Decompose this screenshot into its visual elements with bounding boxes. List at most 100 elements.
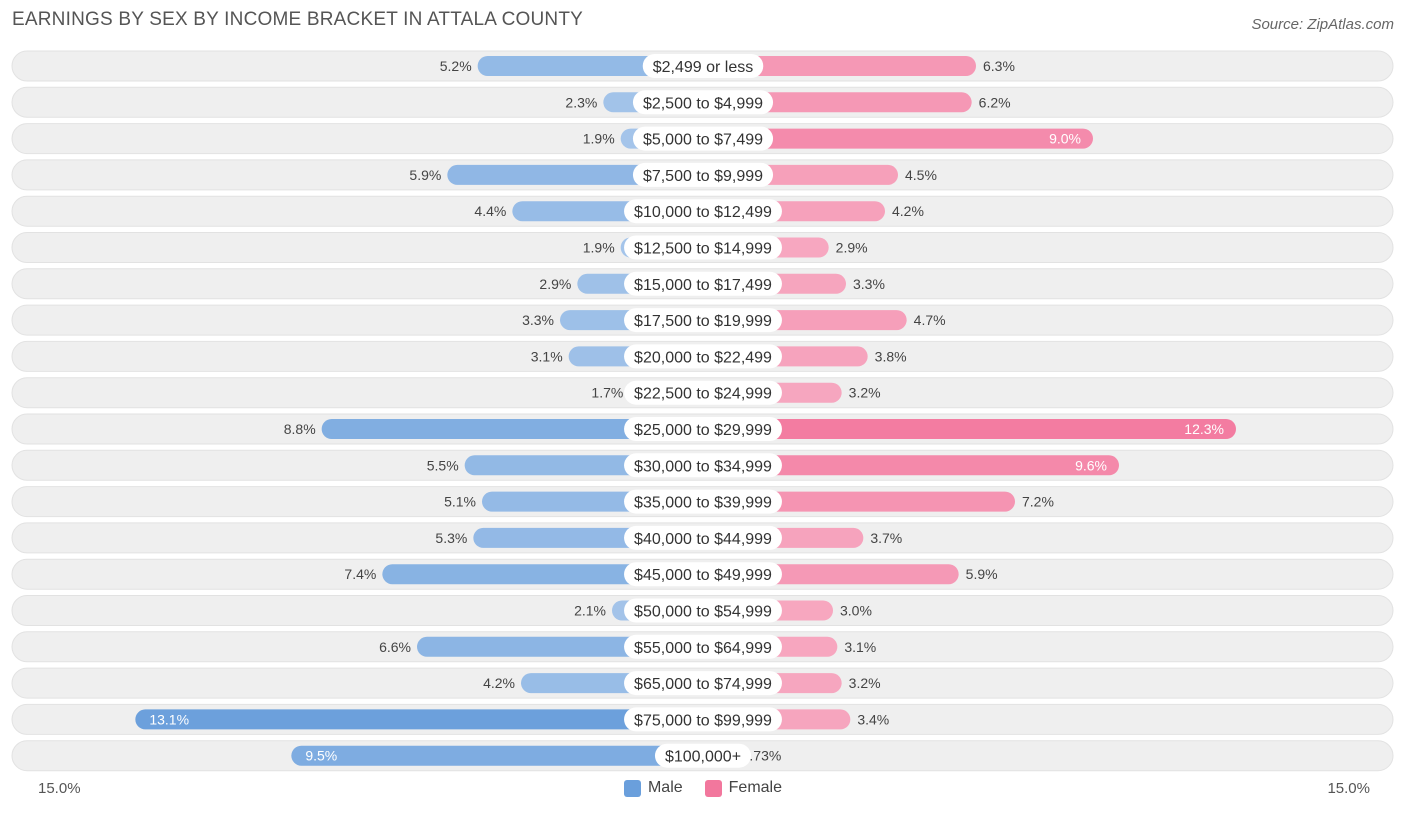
male-value-label: 6.6%: [379, 639, 411, 655]
category-pill: [632, 90, 774, 115]
category-pill: [642, 54, 764, 78]
category-label: $15,000 to $17,499: [634, 277, 772, 294]
source-attribution: Source: ZipAtlas.com: [1251, 16, 1394, 33]
female-value-label: 9.0%: [1049, 131, 1081, 147]
legend-item-female: Female: [704, 779, 783, 797]
male-value-label: 2.1%: [574, 603, 606, 619]
female-value-label: 2.9%: [836, 240, 868, 256]
male-value-label: 1.9%: [583, 131, 615, 147]
category-pill: [624, 562, 782, 587]
female-value-label: 3.2%: [849, 675, 881, 691]
legend-swatch-female: [704, 779, 722, 797]
category-pill: [624, 235, 782, 260]
female-value-label: 3.2%: [849, 385, 881, 401]
category-pill: [624, 598, 782, 623]
category-label: $22,500 to $24,999: [634, 386, 772, 403]
female-bar: [703, 128, 1093, 149]
category-pill: [624, 489, 782, 514]
category-label: $12,500 to $14,999: [634, 241, 772, 258]
category-pill: [624, 634, 782, 659]
male-bar: [321, 419, 703, 439]
category-pill: [624, 380, 782, 405]
category-label: $100,000+: [665, 749, 741, 766]
male-bar: [135, 709, 704, 730]
category-pill: [632, 126, 774, 151]
male-value-label: 2.3%: [565, 94, 597, 110]
male-value-label: 2.9%: [539, 276, 571, 292]
male-value-label: 4.4%: [474, 203, 506, 219]
category-label: $65,000 to $74,999: [634, 676, 772, 693]
male-value-label: 3.1%: [531, 348, 563, 364]
female-value-label: 9.6%: [1075, 457, 1107, 473]
category-label: $2,499 or less: [653, 59, 754, 76]
male-value-label: 4.2%: [483, 675, 515, 691]
male-value-label: 1.9%: [583, 240, 615, 256]
category-pill: [624, 417, 782, 441]
axis-label-right: 15.0%: [1327, 780, 1370, 797]
female-bar: [703, 455, 1119, 476]
female-bar: [703, 419, 1236, 439]
male-value-label: 7.4%: [344, 566, 376, 582]
female-value-label: 6.2%: [979, 94, 1011, 110]
legend-swatch-male: [623, 779, 641, 797]
legend-label-male: Male: [647, 779, 683, 796]
bar-chart: 5.2% 6.3% $2,499 or less 2.3% 6.2% $2,500 to …: [11, 50, 1394, 772]
male-value-label: 3.3%: [522, 312, 554, 328]
female-value-label: 3.8%: [875, 348, 907, 364]
female-value-label: 4.2%: [892, 203, 924, 219]
category-pill: [624, 199, 782, 224]
male-value-label: 5.1%: [444, 494, 476, 510]
female-value-label: 3.7%: [870, 530, 902, 546]
category-pill: [624, 707, 782, 732]
category-label: $17,500 to $19,999: [634, 313, 772, 330]
legend-item-male: Male: [623, 779, 683, 797]
female-value-label: 7.2%: [1022, 494, 1054, 510]
category-pill: [624, 671, 782, 696]
male-value-label: 1.7%: [591, 385, 623, 401]
female-value-label: 3.4%: [857, 711, 889, 727]
female-value-label: 4.7%: [914, 312, 946, 328]
axis-label-left: 15.0%: [38, 780, 81, 797]
category-pill: [654, 743, 752, 768]
female-value-label: 3.0%: [840, 603, 872, 619]
category-label: $20,000 to $22,499: [634, 349, 772, 366]
category-label: $40,000 to $44,999: [634, 531, 772, 548]
category-label: $50,000 to $54,999: [634, 604, 772, 621]
male-bar: [291, 745, 703, 766]
category-label: $55,000 to $64,999: [634, 640, 772, 657]
female-bar: [703, 56, 976, 76]
category-label: $45,000 to $49,999: [634, 567, 772, 584]
category-label: $7,500 to $9,999: [643, 168, 763, 185]
category-label: $2,500 to $4,999: [643, 95, 763, 112]
female-value-label: 4.5%: [905, 167, 937, 183]
male-value-label: 5.2%: [440, 58, 472, 74]
male-value-label: 9.5%: [305, 748, 337, 764]
male-bar: [382, 564, 703, 585]
legend-label-female: Female: [728, 779, 783, 796]
female-value-label: 0.73%: [742, 748, 782, 764]
legend: Male Female: [0, 779, 1406, 797]
category-label: $25,000 to $29,999: [634, 422, 772, 439]
category-pill: [624, 525, 782, 550]
category-pill: [624, 308, 782, 333]
male-value-label: 5.5%: [427, 457, 459, 473]
category-label: $30,000 to $34,999: [634, 458, 772, 475]
category-pill: [624, 271, 782, 296]
category-label: $5,000 to $7,499: [643, 132, 763, 149]
category-pill: [624, 453, 782, 478]
category-pill: [624, 344, 782, 369]
female-value-label: 3.3%: [853, 276, 885, 292]
female-value-label: 6.3%: [983, 58, 1015, 74]
female-value-label: 12.3%: [1184, 421, 1224, 437]
female-bar: [703, 491, 1015, 512]
category-pill: [632, 162, 774, 187]
category-label: $35,000 to $39,999: [634, 495, 772, 512]
female-value-label: 3.1%: [844, 639, 876, 655]
male-value-label: 5.9%: [409, 167, 441, 183]
male-value-label: 13.1%: [149, 711, 189, 727]
male-value-label: 5.3%: [435, 530, 467, 546]
category-label: $10,000 to $12,499: [634, 204, 772, 221]
category-label: $75,000 to $99,999: [634, 712, 772, 729]
female-value-label: 5.9%: [966, 566, 998, 582]
male-value-label: 8.8%: [284, 421, 316, 437]
